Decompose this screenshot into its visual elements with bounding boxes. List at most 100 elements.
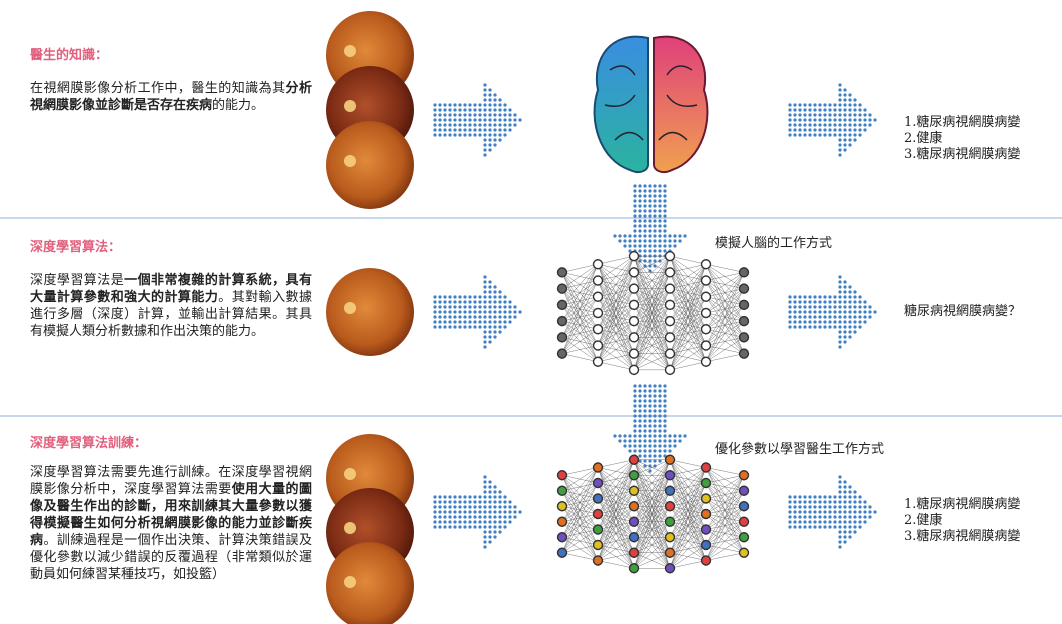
dot [818,310,822,314]
dot [838,335,842,339]
dot [633,404,637,408]
dot [498,108,502,112]
dot [653,214,657,218]
dot [648,269,652,273]
dot [848,330,852,334]
dot [848,128,852,132]
dot [643,184,647,188]
dot [843,148,847,152]
dot [503,520,507,524]
dot [483,83,487,87]
connection [597,361,635,371]
dot [438,325,442,329]
connection [597,459,635,484]
dot [488,113,492,117]
connection [561,264,599,322]
dot [443,505,447,509]
dot [433,295,437,299]
dot [638,424,642,428]
dot [633,224,637,228]
dot [493,515,497,519]
dot [848,535,852,539]
dot [843,330,847,334]
dot [818,118,822,122]
dot [468,128,472,132]
dot [818,113,822,117]
dot [488,330,492,334]
dot [508,510,512,514]
dot [858,108,862,112]
dot [648,194,652,198]
connection [633,256,671,370]
dot [663,434,667,438]
dot [853,118,857,122]
dot [803,103,807,107]
dot [848,315,852,319]
dot [788,320,792,324]
dot [653,244,657,248]
dot [478,510,482,514]
dot [833,133,837,137]
dot [473,133,477,137]
dot [798,520,802,524]
dot [823,510,827,514]
dot [838,300,842,304]
dot [483,325,487,329]
dot [498,490,502,494]
dot [633,199,637,203]
dot [498,495,502,499]
dot [823,118,827,122]
connection [705,272,745,346]
dot [448,520,452,524]
retina-image [326,121,414,209]
dot [658,229,662,233]
dot [498,315,502,319]
dot [468,123,472,127]
neuron [664,501,676,512]
dot [643,229,647,233]
connection [597,506,635,561]
dot [443,500,447,504]
dot [658,199,662,203]
dot [488,310,492,314]
dot [633,209,637,213]
dot [648,189,652,193]
dot [448,315,452,319]
connection [633,459,671,553]
dot [633,214,637,218]
dot [473,320,477,324]
connection [705,272,745,281]
dot [508,118,512,122]
dot [863,520,867,524]
dot [843,500,847,504]
dot [833,128,837,132]
dot [813,103,817,107]
dot [853,133,857,137]
dot [493,335,497,339]
dot [473,108,477,112]
neuron [700,462,712,473]
connection [597,537,635,561]
dot [668,444,672,448]
dot [493,525,497,529]
dot [793,500,797,504]
dot [478,525,482,529]
dot [803,113,807,117]
dot [468,113,472,117]
dot [648,229,652,233]
dot [793,108,797,112]
connection [561,264,599,289]
neuron [700,524,712,535]
dot [858,515,862,519]
dot [643,244,647,248]
dot [503,295,507,299]
dot [483,275,487,279]
dot [653,434,657,438]
dot [473,500,477,504]
dot [483,103,487,107]
dot [498,530,502,534]
dot [643,419,647,423]
dot [838,98,842,102]
dot [643,439,647,443]
neuron [592,291,604,302]
